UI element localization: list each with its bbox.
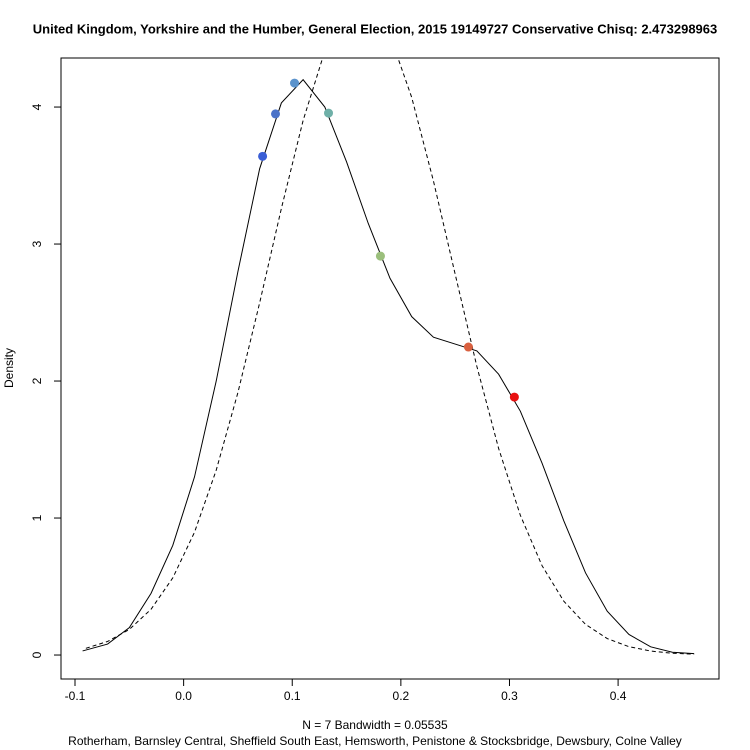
x-axis-label: N = 7 Bandwidth = 0.05535 [302,718,448,732]
x-tick-label: 0.4 [610,689,627,703]
x-tick-label: 0.3 [501,689,518,703]
x-tick-label: 0.2 [393,689,410,703]
data-point [509,392,519,402]
density-curve [82,78,695,655]
y-tick-label: 3 [30,240,44,247]
x-tick-label: 0.0 [175,689,192,703]
data-point [290,78,300,88]
normal-curve [85,58,695,655]
x-tick-label: -0.1 [65,689,86,703]
data-point [271,109,281,119]
y-tick-label: 0 [30,651,44,658]
chart-title: United Kingdom, Yorkshire and the Humber… [33,21,717,36]
data-point [375,251,385,261]
y-tick-label: 2 [30,377,44,384]
y-tick-label: 4 [30,103,44,110]
y-axis-label: Density [2,348,16,388]
data-point [463,342,473,352]
data-point [258,151,268,161]
data-point [324,108,334,118]
subtitle: Rotherham, Barnsley Central, Sheffield S… [68,734,682,748]
x-tick-label: 0.1 [284,689,301,703]
plot-area [82,58,695,655]
y-tick-label: 1 [30,514,44,521]
